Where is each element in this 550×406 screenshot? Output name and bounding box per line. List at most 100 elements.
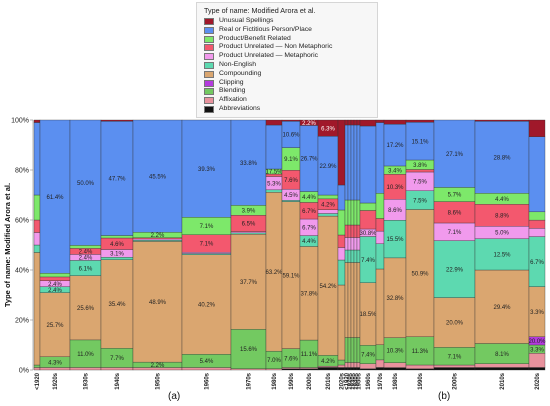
bar-segment — [100, 119, 134, 122]
x-tick-label: 1930s — [84, 372, 90, 389]
bar-segment — [337, 367, 346, 371]
bar-segment — [356, 199, 361, 226]
x-tick-label: 2020s — [535, 372, 541, 389]
data-label: 2.2% — [151, 233, 165, 239]
bar-segment — [33, 252, 41, 366]
bar-segment — [353, 224, 358, 238]
bar-segment — [344, 337, 349, 363]
bar-segment — [347, 249, 352, 263]
bar-segment — [350, 119, 355, 126]
bar-segment — [433, 119, 476, 188]
bar-segment — [383, 367, 407, 371]
bar-segment — [344, 249, 349, 263]
legend-item: Product Unrelated — Non Metaphoric — [204, 43, 374, 52]
data-label: 3.3% — [530, 310, 544, 316]
legend-label: Product Unrelated — Metaphoric — [219, 52, 318, 60]
bar-segment — [347, 224, 352, 238]
data-label: 7.1% — [200, 242, 214, 248]
bar-segment — [337, 247, 346, 261]
data-label: 25.7% — [46, 323, 64, 329]
data-label: 47.7% — [108, 177, 126, 183]
bar-segment — [344, 237, 349, 251]
bar-segment — [337, 184, 346, 211]
data-label: 7.4% — [361, 353, 375, 359]
bar-segment — [405, 368, 435, 371]
chart-legend: Type of name: Modified Arora et al. Unus… — [196, 2, 378, 118]
bar-segment — [474, 269, 530, 344]
data-label: 27.1% — [446, 152, 464, 158]
bar-segment — [33, 119, 41, 123]
data-label: 7.5% — [413, 198, 427, 204]
bar-segment — [281, 368, 301, 371]
data-label: 4.3% — [48, 360, 62, 366]
legend-item: Product/Benefit Related — [204, 35, 374, 43]
bar-segment — [347, 124, 352, 201]
bar-segment — [359, 210, 377, 230]
bar-segment — [181, 254, 232, 355]
bar-segment — [405, 122, 435, 161]
legend-label: Unusual Spellings — [219, 17, 274, 24]
bar-segment — [353, 124, 358, 201]
data-label: 22.9% — [446, 267, 464, 273]
data-label: 7.4% — [361, 258, 375, 264]
bar-segment — [405, 169, 435, 173]
bar-segment — [132, 241, 183, 363]
y-tick-label: 100% — [11, 118, 29, 125]
data-label: 2.4% — [79, 256, 93, 262]
legend-swatch — [204, 88, 214, 96]
x-tick-label: 2010s — [326, 372, 332, 389]
bar-segment — [375, 367, 385, 371]
bar-segment — [350, 224, 355, 238]
data-label: 29.4% — [493, 305, 511, 311]
data-label: 12.5% — [493, 253, 511, 259]
legend-item: Clipping — [204, 79, 374, 87]
y-tick-label: 80% — [15, 168, 29, 175]
bar-segment — [356, 237, 361, 251]
bar-segment — [474, 367, 530, 371]
bar-segment — [281, 119, 301, 122]
bar-segment — [181, 253, 232, 255]
legend-label: Affixation — [219, 96, 247, 104]
data-label: 7.6% — [284, 356, 298, 362]
x-tick-label: 1920s — [53, 372, 59, 389]
data-label: 4.5% — [284, 193, 298, 199]
legend-title: Type of name: Modified Arora et al. — [204, 6, 316, 15]
bar-segment — [344, 224, 349, 238]
bar-segment — [359, 125, 377, 204]
x-tick-label: 1960s — [205, 372, 211, 389]
data-label: 10.3% — [386, 348, 404, 354]
bar-segment — [356, 337, 361, 363]
bar-segment — [265, 189, 283, 193]
bar-segment — [359, 363, 377, 369]
bar-segment — [433, 297, 476, 348]
data-label: 7.1% — [448, 230, 462, 236]
bar-segment — [347, 262, 352, 338]
bar-segment — [474, 363, 530, 368]
legend-item: Affixation — [204, 96, 374, 105]
bar-segment — [356, 262, 361, 338]
data-label: 8.1% — [495, 352, 509, 358]
bar-segment — [375, 230, 385, 244]
x-tick-label: 1940s — [115, 372, 121, 389]
data-label: 50.9% — [411, 271, 429, 277]
data-label: 6.5% — [242, 222, 256, 228]
data-label: 54.2% — [319, 284, 337, 290]
bar-segment — [353, 262, 358, 338]
data-label: 17.5% — [265, 170, 283, 176]
bar-segment — [317, 213, 339, 217]
data-label: 40.2% — [198, 303, 216, 309]
bar-segment — [230, 119, 267, 206]
legend-item: Abbreviations — [204, 105, 374, 113]
data-label: 8.6% — [388, 208, 402, 214]
data-label: 2.4% — [48, 282, 62, 288]
bar-segment — [230, 329, 267, 369]
bar-segment — [344, 119, 349, 126]
bar-segment — [347, 237, 352, 251]
bar-segment — [433, 240, 476, 298]
bar-segment — [39, 273, 71, 278]
legend-swatch — [204, 62, 214, 69]
bar-segment — [347, 362, 352, 368]
bar-segment — [344, 262, 349, 338]
panel-b-label: (b) — [438, 391, 451, 402]
